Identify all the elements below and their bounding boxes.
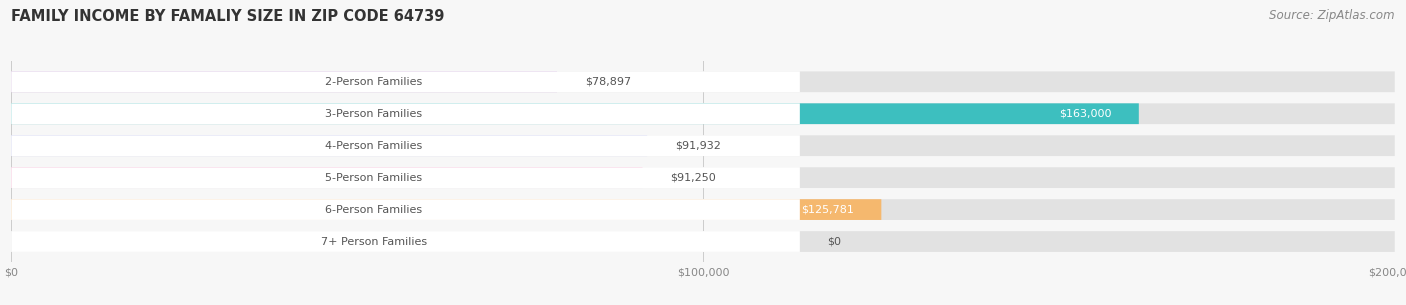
- Text: 7+ Person Families: 7+ Person Families: [321, 237, 427, 246]
- FancyBboxPatch shape: [11, 103, 1395, 124]
- Text: 5-Person Families: 5-Person Families: [325, 173, 423, 183]
- FancyBboxPatch shape: [11, 167, 643, 188]
- Text: $78,897: $78,897: [585, 77, 631, 87]
- Text: 2-Person Families: 2-Person Families: [325, 77, 423, 87]
- Text: $91,250: $91,250: [671, 173, 716, 183]
- FancyBboxPatch shape: [11, 71, 800, 92]
- Text: 6-Person Families: 6-Person Families: [325, 205, 423, 215]
- Text: $163,000: $163,000: [1059, 109, 1111, 119]
- FancyBboxPatch shape: [11, 135, 800, 156]
- Text: $125,781: $125,781: [801, 205, 853, 215]
- FancyBboxPatch shape: [11, 199, 882, 220]
- FancyBboxPatch shape: [11, 167, 800, 188]
- FancyBboxPatch shape: [11, 231, 800, 252]
- FancyBboxPatch shape: [11, 71, 1395, 92]
- Text: 4-Person Families: 4-Person Families: [325, 141, 423, 151]
- Text: Source: ZipAtlas.com: Source: ZipAtlas.com: [1270, 9, 1395, 22]
- FancyBboxPatch shape: [11, 135, 1395, 156]
- FancyBboxPatch shape: [11, 71, 557, 92]
- FancyBboxPatch shape: [11, 135, 647, 156]
- FancyBboxPatch shape: [11, 103, 1139, 124]
- FancyBboxPatch shape: [11, 231, 1395, 252]
- FancyBboxPatch shape: [11, 167, 1395, 188]
- FancyBboxPatch shape: [11, 103, 800, 124]
- Text: $0: $0: [828, 237, 842, 246]
- FancyBboxPatch shape: [11, 199, 800, 220]
- FancyBboxPatch shape: [11, 199, 1395, 220]
- Text: $91,932: $91,932: [675, 141, 721, 151]
- Text: FAMILY INCOME BY FAMALIY SIZE IN ZIP CODE 64739: FAMILY INCOME BY FAMALIY SIZE IN ZIP COD…: [11, 9, 444, 24]
- Text: 3-Person Families: 3-Person Families: [325, 109, 423, 119]
